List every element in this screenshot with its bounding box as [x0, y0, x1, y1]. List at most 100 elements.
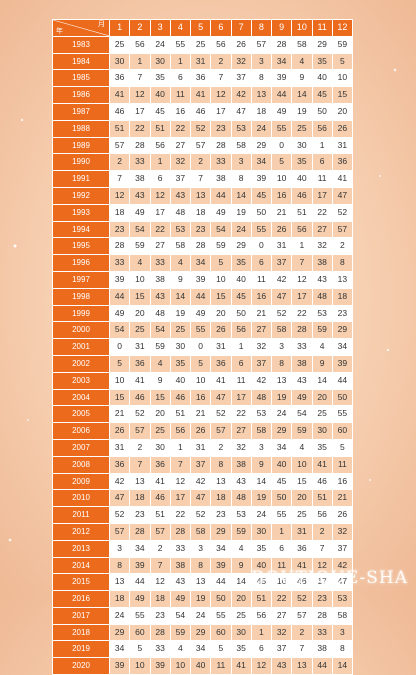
value-cell: 44 — [129, 573, 151, 592]
value-cell: 48 — [149, 304, 171, 323]
value-cell: 7 — [291, 254, 313, 272]
value-cell: 53 — [230, 119, 252, 138]
value-cell: 9 — [169, 270, 192, 289]
value-cell: 3 — [108, 539, 131, 558]
value-cell: 46 — [129, 388, 151, 407]
value-cell: 0 — [250, 237, 273, 256]
value-cell: 27 — [230, 422, 252, 440]
value-cell: 21 — [270, 203, 293, 222]
value-cell: 27 — [270, 606, 293, 625]
value-cell: 58 — [291, 35, 313, 54]
value-cell: 56 — [311, 506, 333, 524]
value-cell: 11 — [311, 170, 333, 188]
value-cell: 17 — [210, 102, 232, 121]
value-cell: 40 — [230, 270, 252, 289]
year-cell: 2004 — [52, 388, 110, 407]
value-cell: 38 — [311, 254, 333, 272]
value-cell: 11 — [169, 86, 192, 104]
year-cell: 2014 — [52, 556, 110, 575]
value-cell: 28 — [129, 136, 151, 155]
value-cell: 34 — [270, 438, 293, 457]
value-cell: 14 — [250, 472, 273, 491]
value-cell: 59 — [129, 237, 151, 256]
value-cell: 0 — [270, 136, 293, 155]
value-cell: 41 — [291, 556, 313, 575]
value-cell: 51 — [311, 489, 333, 508]
value-cell: 54 — [291, 405, 313, 424]
value-cell: 49 — [129, 203, 151, 222]
value-cell: 4 — [291, 52, 313, 71]
value-cell: 33 — [108, 254, 131, 272]
value-cell: 56 — [149, 136, 171, 155]
value-cell: 38 — [169, 556, 192, 575]
value-cell: 1 — [129, 52, 151, 71]
value-cell: 13 — [270, 371, 293, 390]
value-cell: 35 — [149, 69, 171, 88]
value-cell: 36 — [108, 69, 131, 88]
year-cell: 2019 — [52, 640, 110, 659]
value-cell: 35 — [311, 52, 333, 71]
value-cell: 40 — [189, 657, 212, 675]
value-cell: 43 — [311, 270, 333, 289]
year-cell: 2018 — [52, 623, 110, 642]
value-cell: 56 — [210, 35, 232, 54]
value-cell: 33 — [291, 338, 313, 356]
value-cell: 45 — [230, 287, 252, 306]
table-row: 2008 36 7 36 7 37 8 38 9 40 10 41 11 — [52, 455, 354, 474]
value-cell: 55 — [250, 220, 273, 239]
value-cell: 17 — [149, 203, 171, 222]
year-cell: 1986 — [52, 86, 110, 104]
value-cell: 20 — [230, 590, 252, 608]
value-cell: 24 — [250, 119, 273, 138]
value-cell: 18 — [250, 102, 273, 121]
value-cell: 52 — [210, 405, 232, 424]
value-cell: 4 — [291, 438, 313, 457]
value-cell: 39 — [149, 657, 171, 675]
value-cell: 41 — [189, 86, 212, 104]
month-header: 8 — [250, 19, 273, 37]
value-cell: 34 — [210, 539, 232, 558]
year-cell: 2002 — [52, 354, 110, 373]
value-cell: 31 — [270, 237, 293, 256]
value-cell: 20 — [149, 405, 171, 424]
value-cell: 41 — [230, 657, 252, 675]
value-cell: 3 — [270, 338, 293, 356]
value-cell: 50 — [210, 590, 232, 608]
table-row: 2013 3 34 2 33 3 34 4 35 6 36 7 37 — [52, 539, 354, 558]
year-cell: 1988 — [52, 119, 110, 138]
table-row: 1992 12 43 12 43 13 44 14 45 16 46 17 47 — [52, 186, 354, 205]
value-cell: 28 — [129, 522, 151, 541]
value-cell: 46 — [108, 102, 131, 121]
value-cell: 11 — [250, 270, 273, 289]
value-cell: 45 — [149, 102, 171, 121]
value-cell: 50 — [331, 388, 354, 407]
value-cell: 54 — [129, 220, 151, 239]
value-cell: 45 — [250, 186, 273, 205]
value-cell: 12 — [149, 186, 171, 205]
value-cell: 4 — [169, 640, 192, 659]
value-cell: 41 — [311, 455, 333, 474]
value-cell: 6 — [230, 354, 252, 373]
value-cell: 14 — [230, 186, 252, 205]
value-cell: 56 — [169, 422, 192, 440]
table-row: 2009 42 13 41 12 42 13 43 14 45 15 46 16 — [52, 472, 354, 491]
value-cell: 27 — [311, 220, 333, 239]
value-cell: 32 — [250, 338, 273, 356]
value-cell: 23 — [311, 590, 333, 608]
value-cell: 49 — [270, 102, 293, 121]
value-cell: 20 — [331, 102, 354, 121]
month-header: 2 — [129, 19, 151, 37]
value-cell: 43 — [169, 186, 192, 205]
value-cell: 17 — [230, 388, 252, 407]
value-cell: 35 — [230, 254, 252, 272]
value-cell: 38 — [291, 354, 313, 373]
value-cell: 25 — [291, 119, 313, 138]
value-cell: 29 — [108, 623, 131, 642]
value-cell: 55 — [270, 119, 293, 138]
value-cell: 55 — [169, 35, 192, 54]
value-cell: 25 — [291, 506, 313, 524]
value-cell: 48 — [311, 287, 333, 306]
value-cell: 25 — [169, 321, 192, 340]
value-cell: 47 — [230, 102, 252, 121]
value-cell: 28 — [189, 237, 212, 256]
